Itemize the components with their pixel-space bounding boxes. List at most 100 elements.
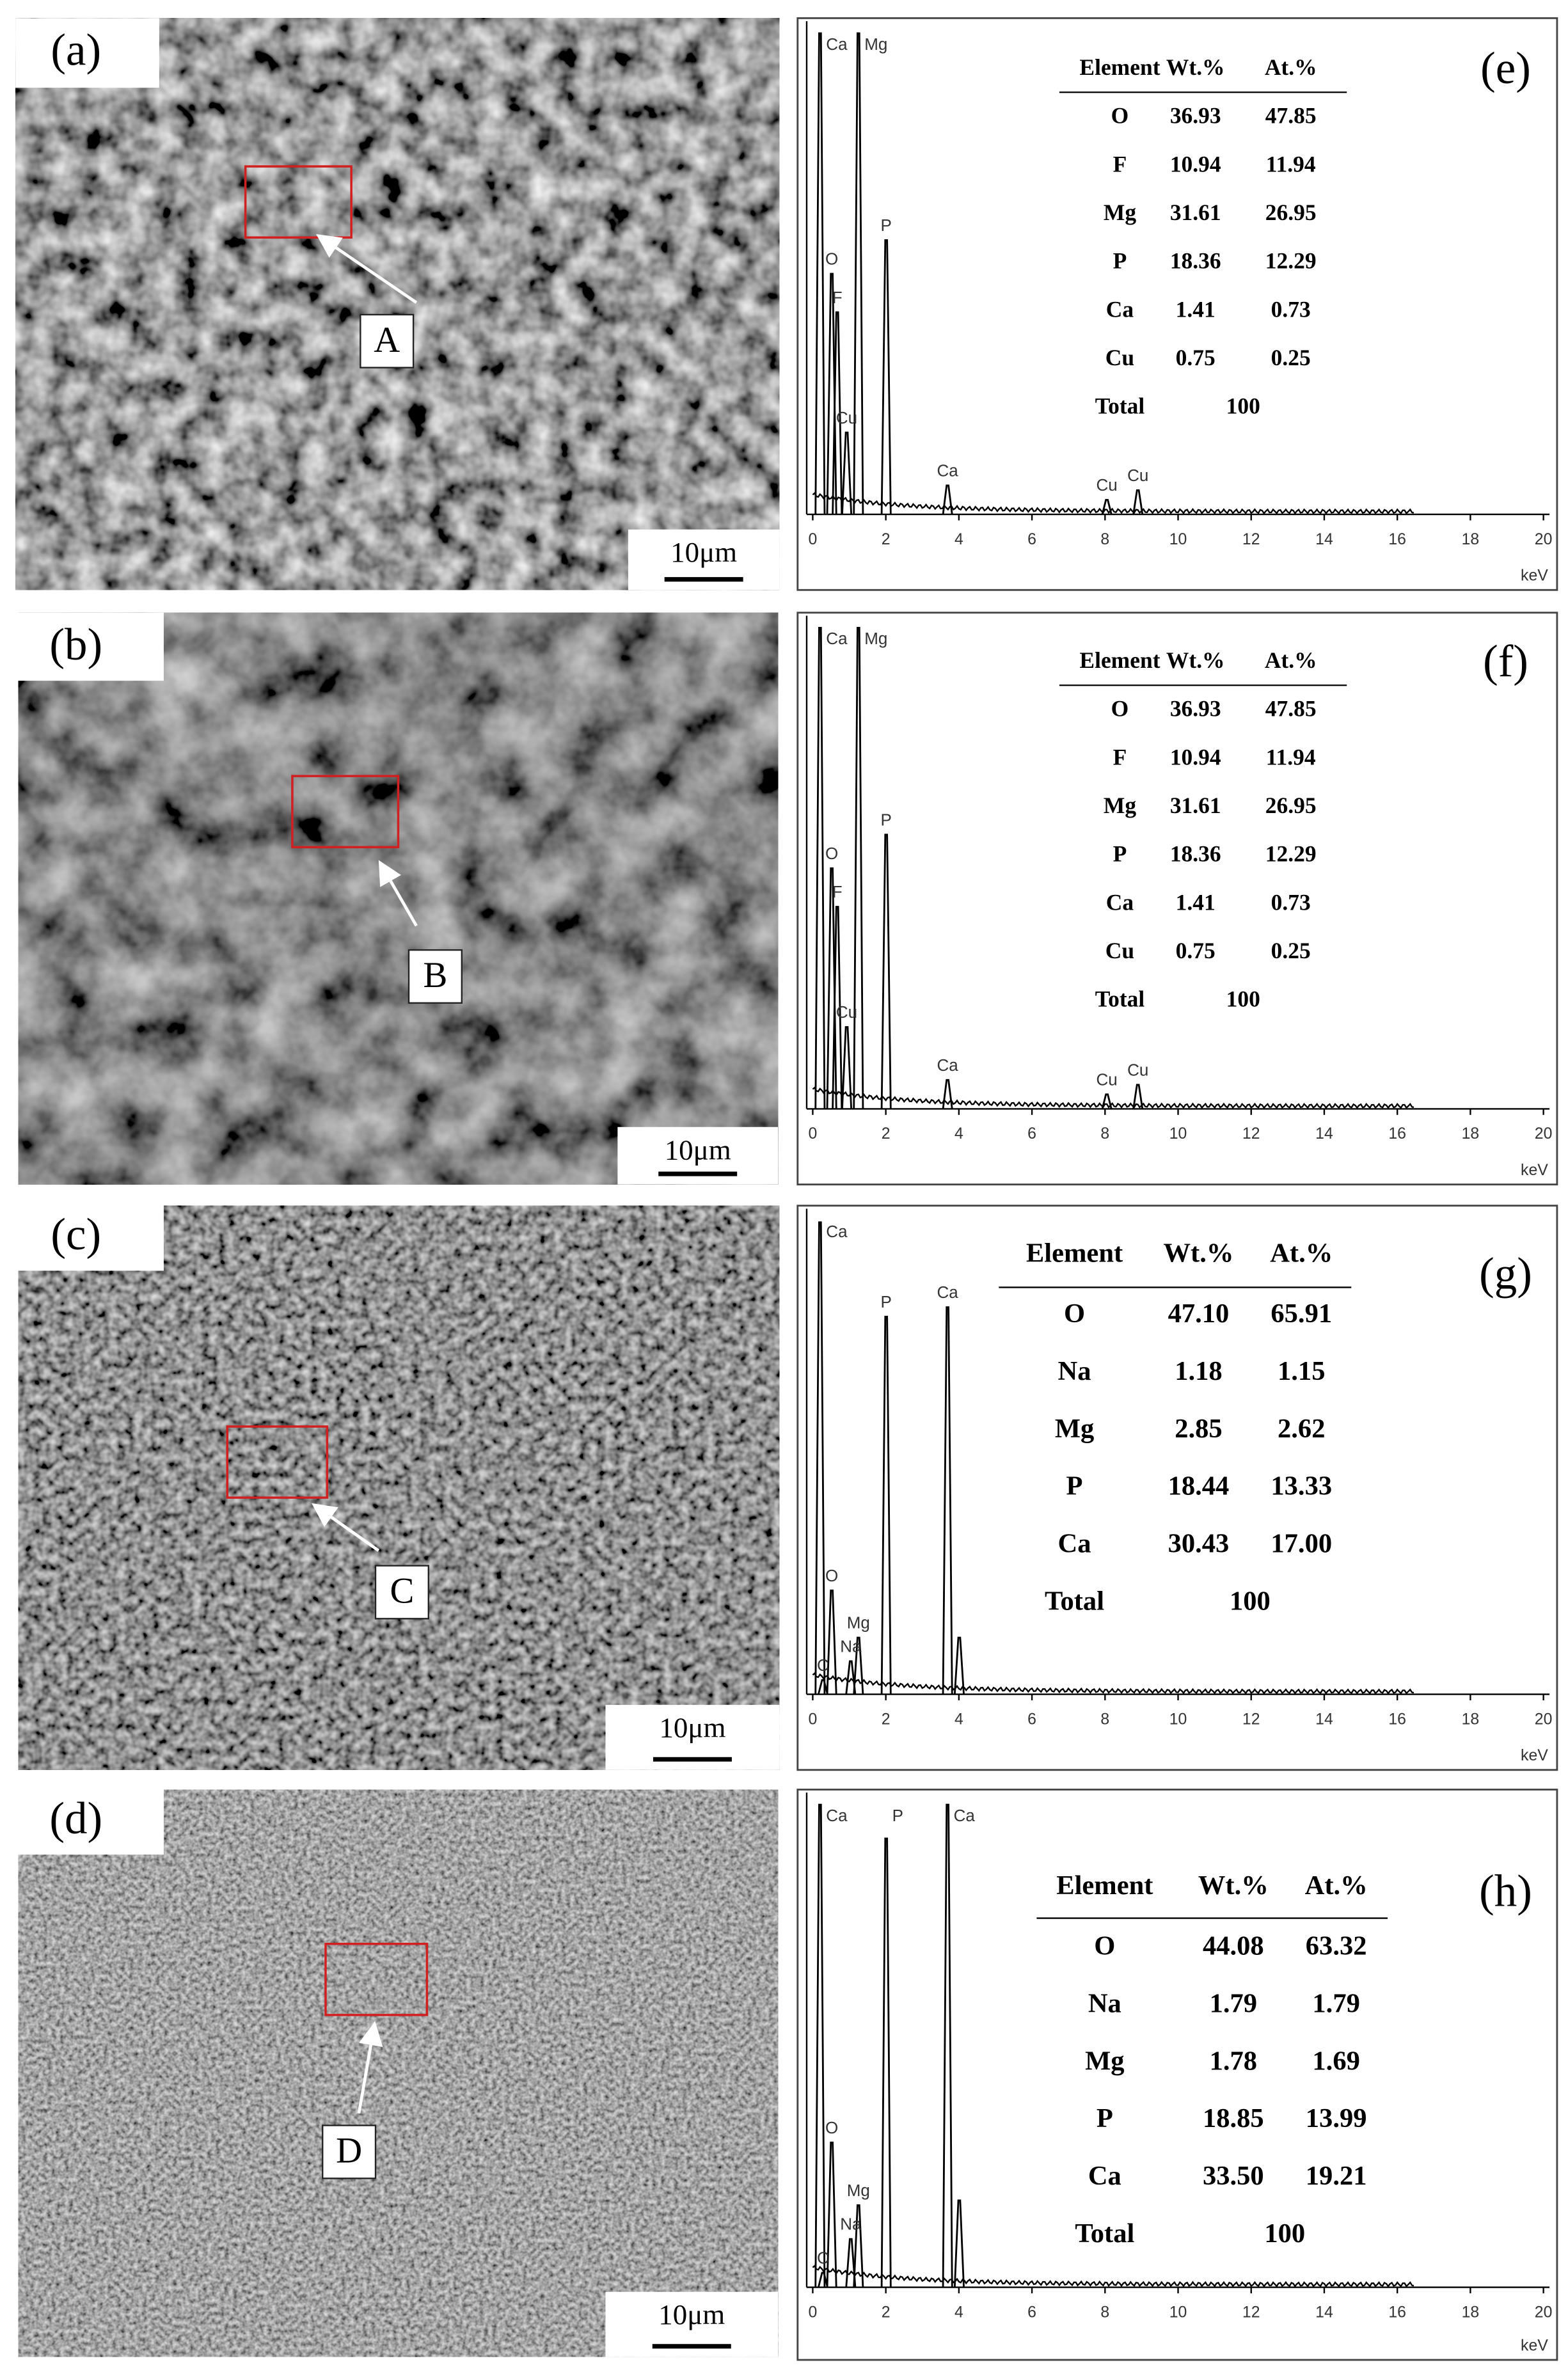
peak-label: F	[832, 882, 843, 901]
peak-label: C	[817, 2249, 829, 2268]
spectrum-peak	[1101, 1093, 1113, 1109]
spectrum-frame	[796, 612, 1558, 1186]
table-cell: 63.32	[1306, 1931, 1367, 1961]
spectrum-peak	[841, 431, 853, 515]
spectrum-peak	[942, 1306, 953, 1695]
sem-image	[18, 612, 779, 1185]
table-cell: Ca	[1106, 296, 1134, 322]
x-tick-label: 14	[1315, 1125, 1333, 1143]
peak-label: Cu	[836, 408, 857, 427]
spectrum-peak	[853, 32, 864, 515]
x-tick-label: 8	[1100, 2304, 1109, 2321]
spectrum-peak	[853, 1636, 864, 1695]
peak-label: Ca	[826, 629, 848, 648]
x-tick-label: 0	[809, 1125, 818, 1143]
x-tick-label: 12	[1242, 1711, 1260, 1728]
x-tick-label: 8	[1100, 1125, 1109, 1143]
x-axis-label: keV	[1521, 1162, 1548, 1179]
table-cell: Na	[1058, 1356, 1091, 1386]
peak-label: Cu	[1127, 466, 1148, 485]
analysis-box	[226, 1425, 329, 1499]
x-tick-label: 18	[1462, 2304, 1480, 2321]
x-tick-label: 8	[1100, 531, 1109, 548]
table-header: Element	[1026, 1238, 1123, 1269]
site-label: A	[374, 320, 400, 360]
spectrum-background	[812, 492, 1414, 515]
table-cell: 17.00	[1271, 1529, 1332, 1559]
analysis-box	[324, 1942, 429, 2016]
spectrum-peak	[814, 1221, 826, 1695]
table-cell: O	[1094, 1931, 1115, 1961]
table-cell: 13.99	[1306, 2103, 1367, 2133]
spectrum-peak	[845, 2238, 857, 2288]
table-cell: P	[1113, 248, 1127, 274]
panel-label-box	[15, 1203, 164, 1271]
table-cell: 31.61	[1170, 793, 1221, 818]
spectrum-peak	[880, 1315, 892, 1695]
table-cell: 13.33	[1271, 1471, 1332, 1501]
table-cell: 65.91	[1271, 1299, 1332, 1329]
x-tick-label: 18	[1462, 531, 1480, 548]
x-tick-label: 20	[1535, 1125, 1553, 1143]
table-cell: F	[1113, 744, 1127, 770]
table-cell: Ca	[1058, 1529, 1091, 1559]
peak-label: C	[817, 1656, 829, 1675]
spectrum-peak	[1132, 489, 1144, 515]
table-cell: 36.93	[1170, 696, 1221, 722]
table-cell: 10.94	[1170, 744, 1221, 770]
peak-label: O	[825, 249, 838, 269]
x-tick-label: 12	[1242, 2304, 1260, 2321]
x-tick-label: 18	[1462, 1125, 1480, 1143]
spectrum-peak	[817, 2272, 828, 2288]
panel-label: (c)	[51, 1210, 101, 1260]
x-tick-label: 0	[809, 2304, 818, 2321]
table-total-value: 100	[1226, 393, 1260, 419]
arrow	[357, 2021, 383, 2114]
table-cell: Ca	[1088, 2161, 1121, 2191]
spectrum-peak	[814, 626, 826, 1109]
table-cell: 30.43	[1168, 1529, 1230, 1559]
peak-label: Mg	[847, 2181, 870, 2200]
site-label: B	[423, 955, 447, 995]
table-cell: 1.79	[1312, 1988, 1359, 2018]
peak-label: O	[825, 844, 838, 863]
panel-label: (b)	[49, 620, 102, 670]
spectrum-peak	[853, 626, 864, 1109]
table-cell: 44.08	[1203, 1931, 1264, 1961]
table-cell: P	[1113, 841, 1127, 867]
table-cell: 2.62	[1278, 1414, 1325, 1444]
x-tick-label: 12	[1242, 531, 1260, 548]
table-cell: Mg	[1055, 1414, 1094, 1444]
table-cell: 0.73	[1271, 889, 1311, 915]
panel-label-box	[15, 18, 159, 88]
x-tick-label: 4	[954, 2304, 963, 2321]
peak-label: Cu	[1127, 1060, 1148, 1079]
x-tick-label: 2	[882, 2304, 891, 2321]
table-header: At.%	[1265, 54, 1317, 80]
peak-label: Na	[840, 2215, 862, 2234]
arrow	[378, 860, 418, 927]
sem-image	[15, 18, 780, 590]
table-cell: Mg	[1085, 2046, 1124, 2076]
table-cell: 19.21	[1306, 2161, 1367, 2191]
x-tick-label: 2	[882, 531, 891, 548]
x-axis-label: keV	[1521, 567, 1548, 585]
spectrum-peak	[1132, 1084, 1144, 1109]
arrow	[312, 1503, 380, 1552]
peak-label: Cu	[836, 1002, 857, 1022]
table-header: Element	[1079, 647, 1160, 673]
x-tick-label: 4	[954, 1711, 963, 1728]
table-cell: 1.41	[1176, 296, 1216, 322]
table-cell: 33.50	[1203, 2161, 1264, 2191]
table-total-value: 100	[1264, 2218, 1305, 2249]
site-label-box	[408, 949, 463, 1004]
table-cell: 0.75	[1176, 345, 1216, 370]
x-tick-label: 16	[1388, 531, 1406, 548]
peak-label: Ca	[937, 461, 959, 480]
x-tick-label: 10	[1169, 1125, 1187, 1143]
scale-label: 10μm	[670, 536, 737, 568]
table-cell: Ca	[1106, 889, 1134, 915]
x-tick-label: 10	[1169, 2304, 1187, 2321]
